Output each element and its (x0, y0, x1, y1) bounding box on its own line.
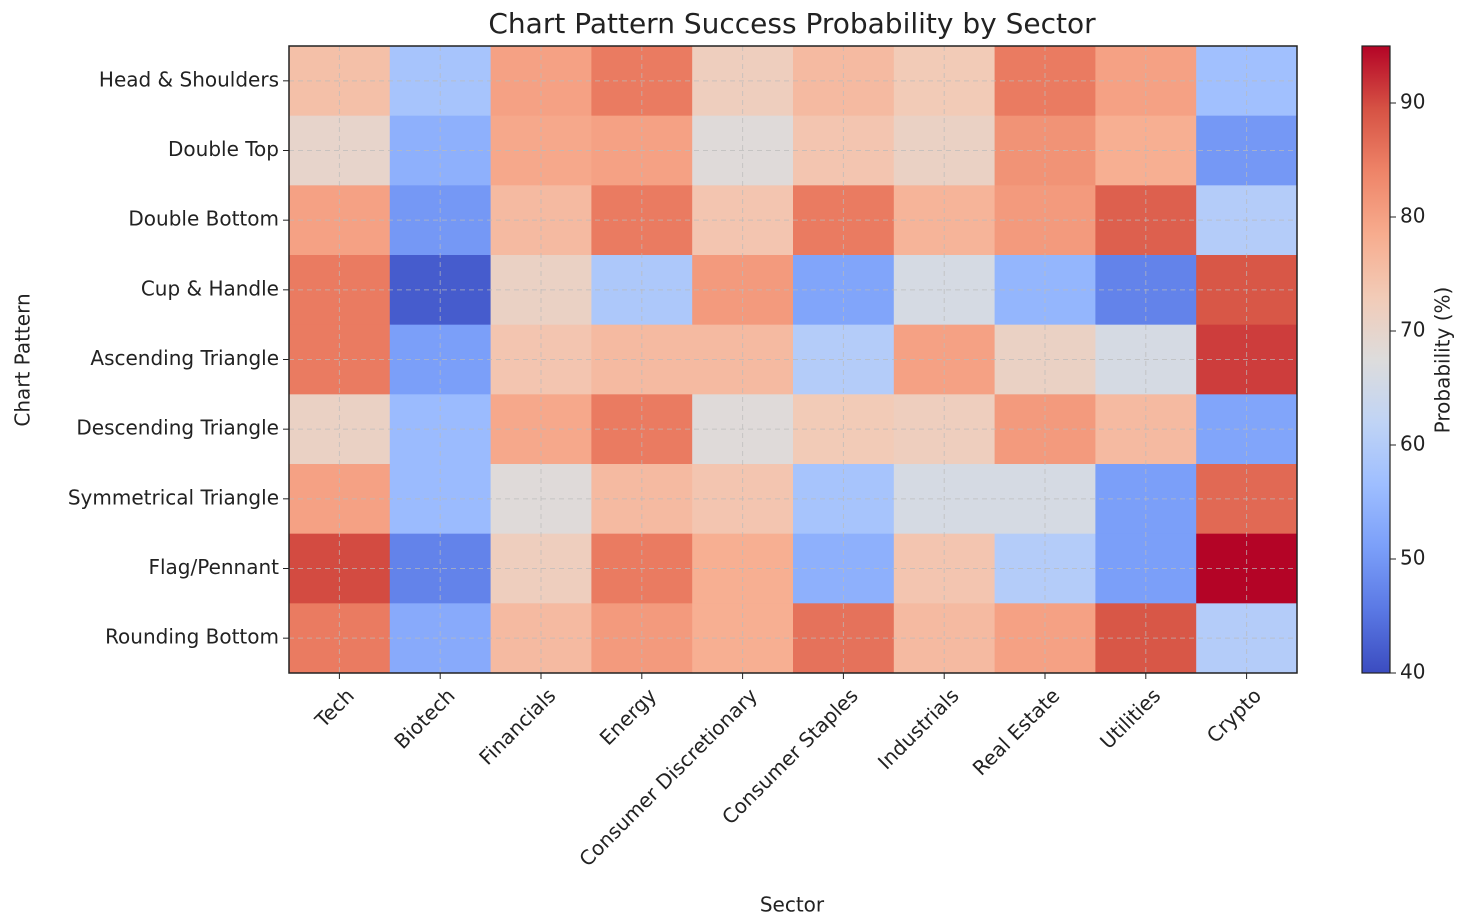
x-tick-label: Tech (309, 683, 358, 732)
x-tick-label: Industrials (873, 683, 964, 774)
y-tick-label: Rounding Bottom (105, 625, 279, 649)
colorbar-tick-label: 60 (1400, 432, 1425, 456)
y-tick-label: Flag/Pennant (148, 555, 279, 579)
colorbar-tick-label: 80 (1400, 204, 1425, 228)
colorbar-tick-label: 50 (1400, 546, 1425, 570)
y-tick-label: Symmetrical Triangle (68, 485, 279, 509)
x-tick-label: Energy (595, 683, 662, 750)
y-tick-label: Cup & Handle (141, 276, 279, 300)
y-tick-label: Descending Triangle (76, 416, 279, 440)
colorbar-label: Probability (%) (1431, 287, 1455, 434)
colorbar-tick-label: 90 (1400, 90, 1425, 114)
x-tick-label: Financials (474, 683, 560, 769)
x-tick-label: Consumer Discretionary (574, 683, 762, 871)
y-axis-label: Chart Pattern (11, 293, 35, 426)
colorbar-tick-label: 70 (1400, 318, 1425, 342)
x-tick-label: Utilities (1095, 683, 1165, 753)
y-tick-label: Ascending Triangle (90, 346, 279, 370)
y-tick-label: Double Bottom (128, 207, 279, 231)
x-axis-label: Sector (760, 893, 825, 917)
x-tick-label: Crypto (1202, 683, 1266, 747)
colorbar (1361, 45, 1391, 674)
x-tick-label: Real Estate (968, 683, 1065, 780)
y-tick-label: Head & Shoulders (99, 67, 279, 91)
y-tick-label: Double Top (168, 137, 279, 161)
chart-title: Chart Pattern Success Probability by Sec… (488, 7, 1096, 40)
colorbar-tick-label: 40 (1400, 660, 1425, 684)
x-tick-label: Biotech (389, 683, 459, 753)
